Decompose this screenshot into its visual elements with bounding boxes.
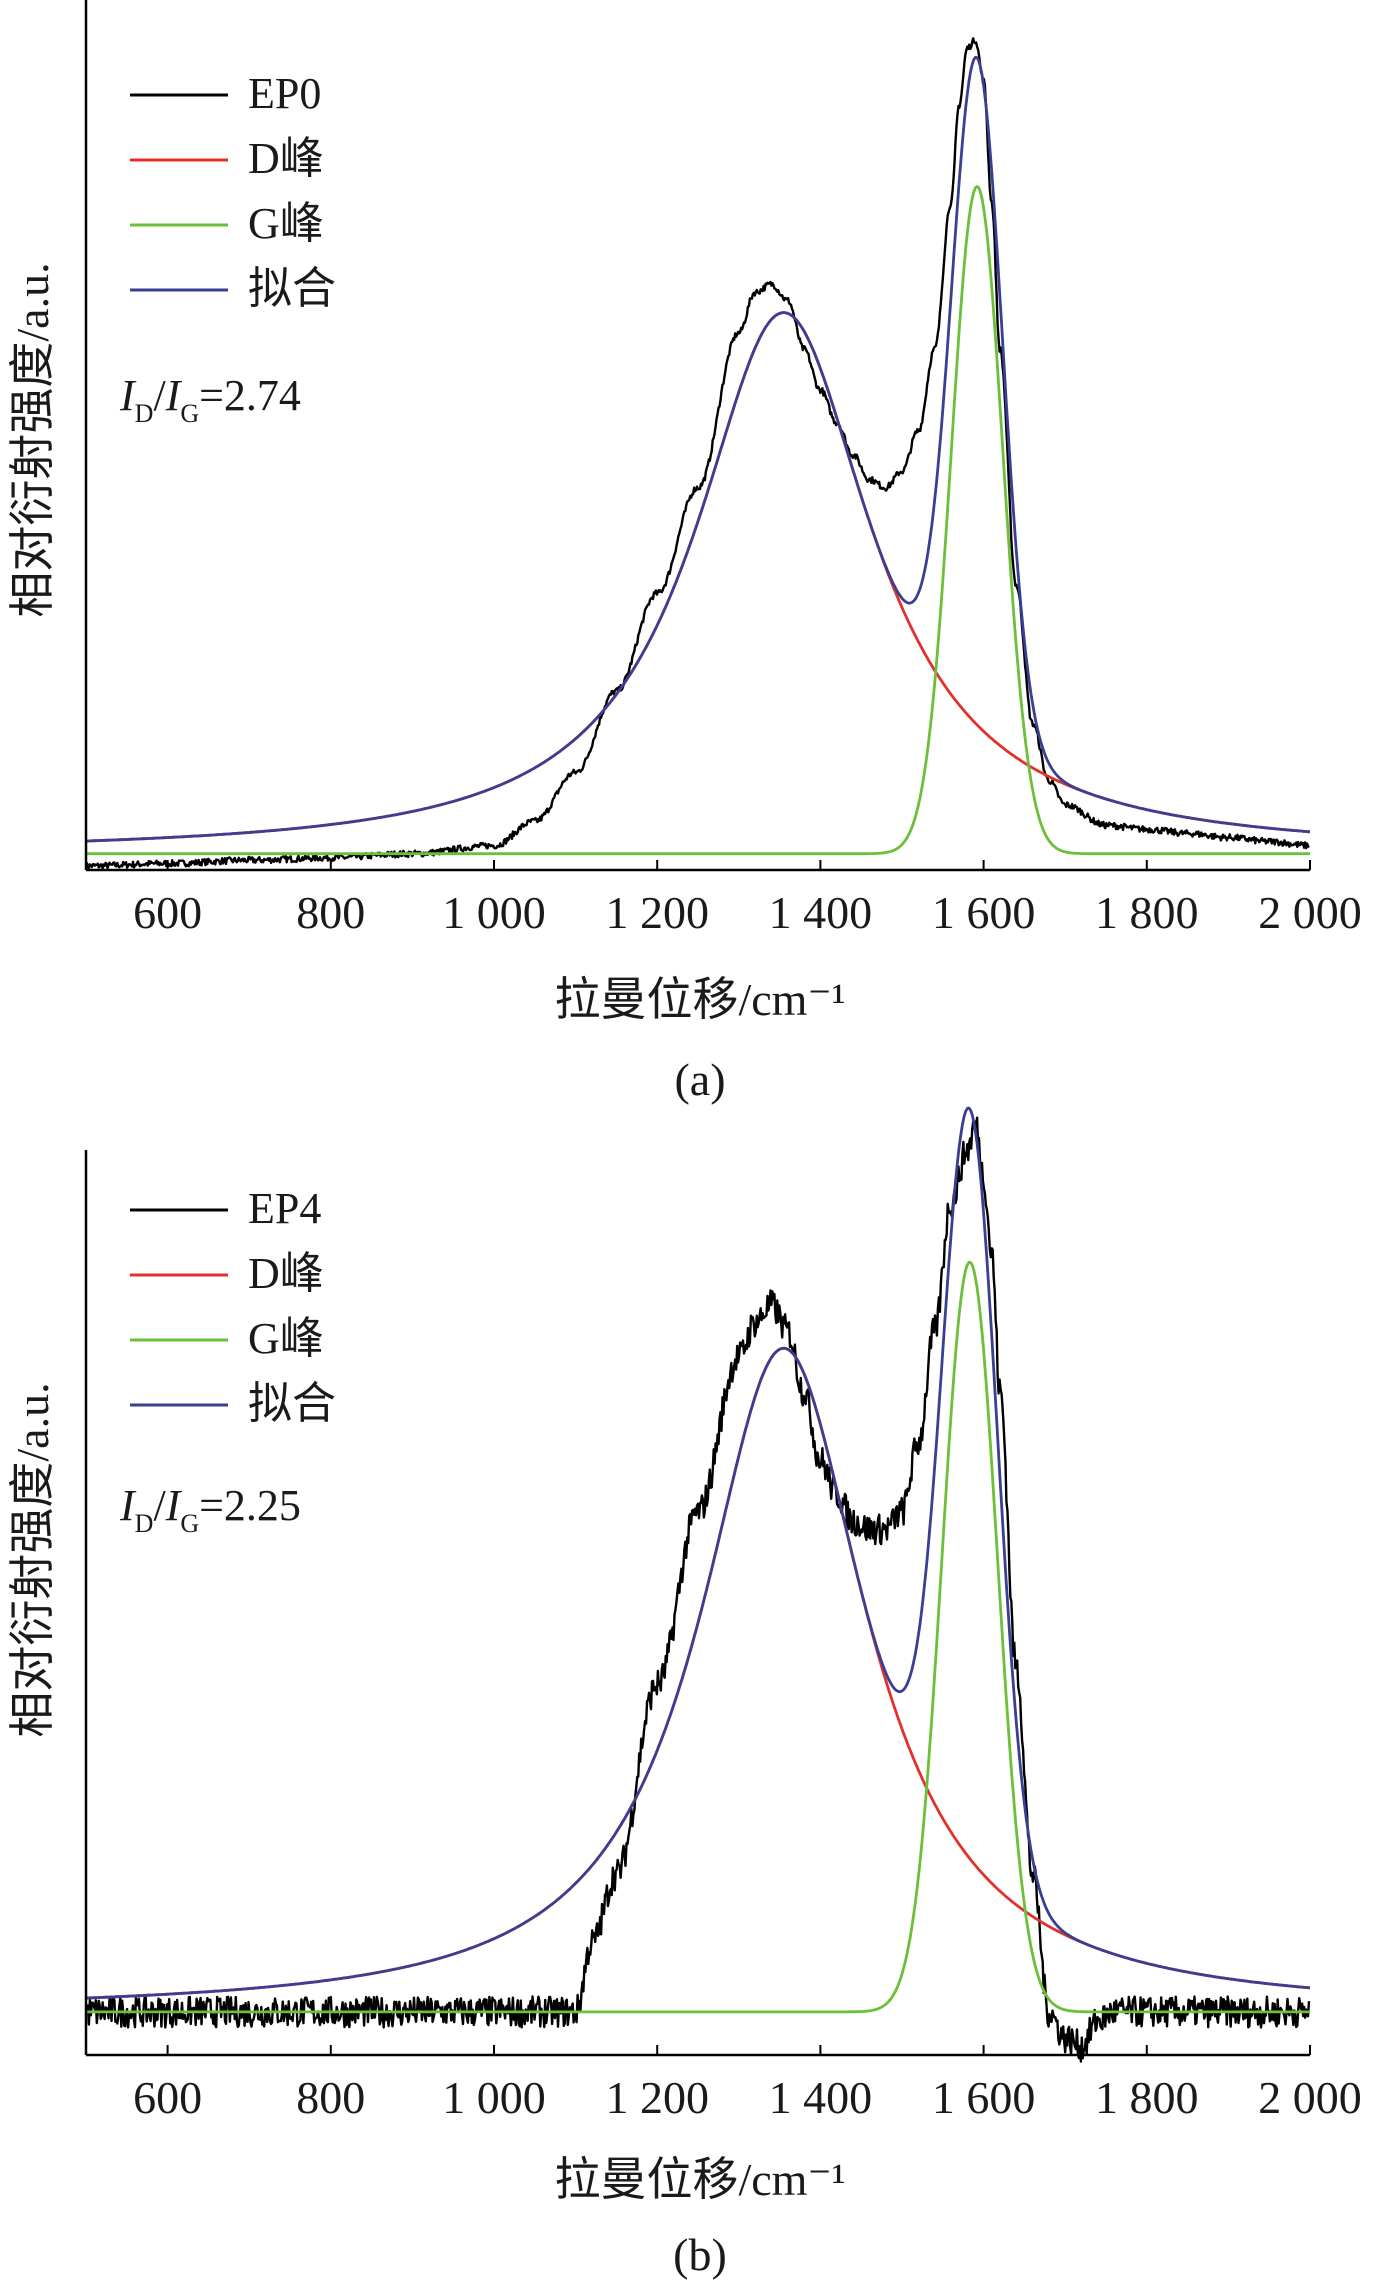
- panel-a: 600 800 1 000 1 200 1 400 1 600 1 800 2 000 EP0…: [7, 0, 1362, 1105]
- panel-a-series-sum: [86, 55, 1311, 843]
- panel-b-series-sum: [86, 1106, 1311, 2000]
- legend-label-ep0: EP0: [248, 69, 321, 118]
- panel-b-series-gauss: [86, 1261, 1310, 2014]
- panel-b-series-measured: [85, 1116, 1311, 2063]
- panel-b-x-tick-label: 600: [133, 2072, 202, 2123]
- legend-label-ep4: EP4: [248, 1184, 321, 1233]
- panel-b-x-axis-title: 拉曼位移/cm⁻¹: [554, 2154, 845, 2205]
- panel-a-series: [84, 37, 1311, 870]
- legend-label-g: G峰: [248, 199, 324, 248]
- panel-b-x-tick-label: 1 000: [442, 2072, 546, 2123]
- panel-b-x-tick-label: 1 400: [769, 2072, 873, 2123]
- panel-a-x-tick-label: 800: [296, 887, 365, 938]
- panel-a-x-tick-label: 1 800: [1095, 887, 1199, 938]
- legend-label-d: D峰: [248, 134, 324, 183]
- panel-a-x-tick-label: 2 000: [1258, 887, 1362, 938]
- panel-a-tick-labels: 600 800 1 000 1 200 1 400 1 600 1 800 2 000: [133, 887, 1362, 938]
- panel-a-x-tick-label: 1 000: [442, 887, 546, 938]
- panel-b: 600 800 1 000 1 200 1 400 1 600 1 800 2 000 EP4…: [7, 1106, 1362, 2280]
- panel-a-x-tick-label: 600: [133, 887, 202, 938]
- panel-a-x-tick-label: 1 400: [769, 887, 873, 938]
- panel-b-series-lorentz: [86, 1346, 1311, 2000]
- legend-label-fit: 拟合: [248, 264, 336, 313]
- panel-a-ratio: ID/IG=2.74: [119, 371, 301, 428]
- panel-a-legend: EP0 D峰 G峰 拟合: [130, 69, 336, 313]
- panel-b-x-tick-label: 1 200: [605, 2072, 709, 2123]
- panel-b-label: (b): [673, 2229, 727, 2280]
- panel-a-series-measured: [84, 37, 1310, 870]
- panel-b-ticks: [166, 2045, 1311, 2055]
- panel-a-x-tick-label: 1 600: [932, 887, 1036, 938]
- panel-b-tick-labels: 600 800 1 000 1 200 1 400 1 600 1 800 2 000: [133, 2072, 1362, 2123]
- panel-a-x-axis-title: 拉曼位移/cm⁻¹: [554, 974, 845, 1025]
- panel-a-y-axis-title: 相对衍射强度/a.u.: [7, 262, 58, 617]
- legend-label-g: G峰: [248, 1314, 324, 1363]
- panel-a-x-tick-label: 1 200: [605, 887, 709, 938]
- panel-b-x-tick-label: 1 600: [932, 2072, 1036, 2123]
- legend-label-fit: 拟合: [248, 1379, 336, 1428]
- panel-b-legend: EP4 D峰 G峰 拟合: [130, 1184, 336, 1428]
- panel-b-ratio: ID/IG=2.25: [119, 1481, 301, 1538]
- panel-b-y-axis-title: 相对衍射强度/a.u.: [7, 1382, 58, 1737]
- panel-a-series-gauss: [86, 185, 1310, 856]
- panel-a-ticks: [166, 860, 1311, 870]
- panel-b-series: [85, 1106, 1311, 2063]
- panel-a-label: (a): [674, 1054, 725, 1105]
- panel-b-x-tick-label: 800: [296, 2072, 365, 2123]
- legend-label-d: D峰: [248, 1249, 324, 1298]
- panel-b-x-tick-label: 2 000: [1258, 2072, 1362, 2123]
- panel-b-x-tick-label: 1 800: [1095, 2072, 1199, 2123]
